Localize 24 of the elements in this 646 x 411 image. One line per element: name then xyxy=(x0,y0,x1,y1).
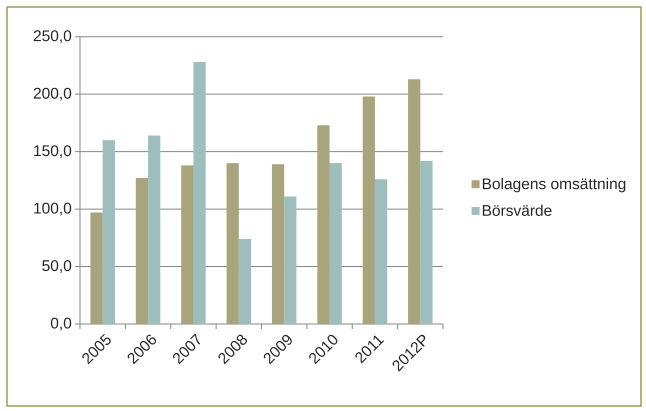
bar xyxy=(226,163,239,324)
bar xyxy=(193,62,206,324)
bar xyxy=(420,160,433,324)
bar xyxy=(90,212,103,324)
bar xyxy=(136,178,148,324)
bar xyxy=(238,238,252,324)
bar xyxy=(317,125,330,324)
y-tick-label: 200,0 xyxy=(34,88,72,101)
bar xyxy=(362,96,375,324)
bar xyxy=(181,165,194,324)
bar xyxy=(272,164,284,324)
bar xyxy=(374,179,388,324)
y-tick-label: 0,0 xyxy=(50,318,72,330)
y-tick-label: 50,0 xyxy=(42,260,72,273)
bar xyxy=(330,163,342,324)
legend-label: Börsvärde xyxy=(482,204,552,216)
bar xyxy=(148,136,160,324)
bar xyxy=(408,79,420,324)
bar xyxy=(284,196,296,324)
y-tick-label: 250,0 xyxy=(34,30,72,44)
bar xyxy=(102,140,115,324)
y-tick-label: 150,0 xyxy=(34,145,72,158)
y-tick-label: 100,0 xyxy=(34,202,72,216)
legend-label: Bolagens omsättning xyxy=(482,178,626,192)
